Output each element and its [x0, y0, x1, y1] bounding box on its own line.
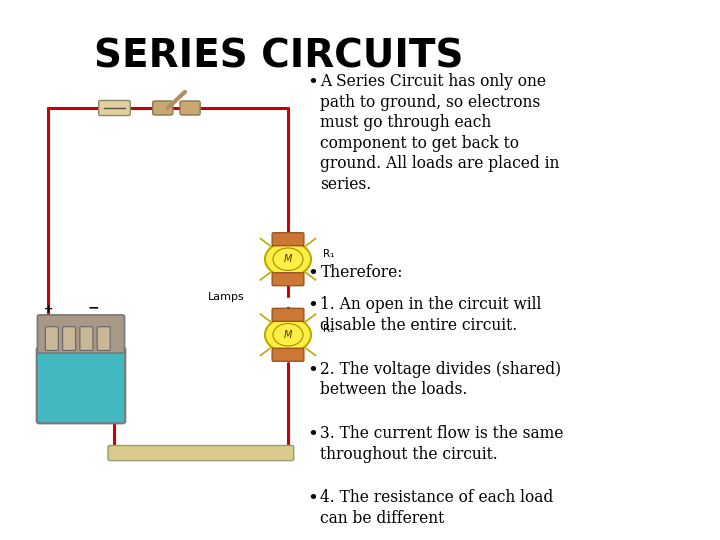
Text: •: • — [307, 489, 318, 507]
FancyBboxPatch shape — [80, 327, 93, 350]
FancyBboxPatch shape — [108, 446, 294, 461]
FancyBboxPatch shape — [45, 327, 58, 350]
Text: •: • — [307, 264, 318, 281]
FancyBboxPatch shape — [63, 327, 76, 350]
FancyBboxPatch shape — [37, 315, 125, 353]
FancyBboxPatch shape — [37, 347, 125, 423]
Text: •: • — [307, 296, 318, 314]
FancyBboxPatch shape — [272, 348, 304, 361]
FancyBboxPatch shape — [99, 100, 130, 116]
Text: 2. The voltage divides (shared)
between the loads.: 2. The voltage divides (shared) between … — [320, 361, 562, 399]
Text: 4. The resistance of each load
can be different: 4. The resistance of each load can be di… — [320, 489, 554, 527]
Text: •: • — [307, 73, 318, 91]
FancyBboxPatch shape — [272, 233, 304, 246]
FancyBboxPatch shape — [180, 101, 200, 115]
Text: •: • — [307, 361, 318, 379]
Text: M: M — [284, 254, 292, 264]
Text: 3. The current flow is the same
throughout the circuit.: 3. The current flow is the same througho… — [320, 425, 564, 463]
Text: Therefore:: Therefore: — [320, 264, 403, 280]
Text: −: − — [88, 300, 99, 314]
Circle shape — [265, 318, 311, 352]
FancyBboxPatch shape — [272, 308, 304, 321]
Text: Lamps: Lamps — [208, 292, 245, 302]
Text: R₁: R₁ — [323, 249, 334, 259]
FancyBboxPatch shape — [272, 273, 304, 286]
Text: SERIES CIRCUITS: SERIES CIRCUITS — [94, 38, 463, 76]
Text: M: M — [284, 330, 292, 340]
Text: R₂: R₂ — [323, 325, 334, 334]
Circle shape — [265, 242, 311, 276]
Text: +: + — [44, 304, 53, 314]
FancyBboxPatch shape — [153, 101, 173, 115]
Text: A Series Circuit has only one
path to ground, so electrons
must go through each
: A Series Circuit has only one path to gr… — [320, 73, 559, 193]
Text: 1. An open in the circuit will
disable the entire circuit.: 1. An open in the circuit will disable t… — [320, 296, 541, 334]
FancyBboxPatch shape — [97, 327, 110, 350]
Text: •: • — [307, 425, 318, 443]
